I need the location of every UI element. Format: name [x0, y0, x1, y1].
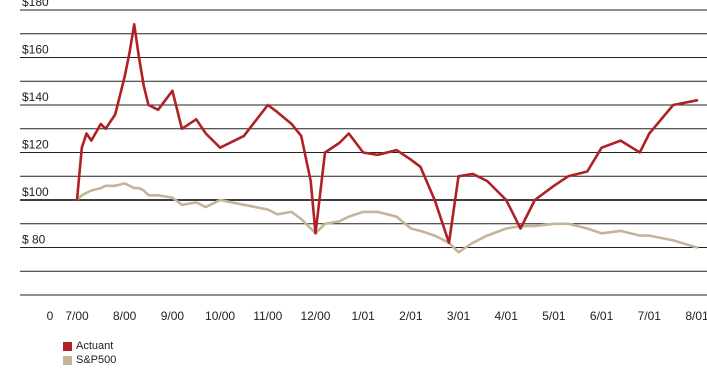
x-tick-label: 12/00: [300, 309, 330, 323]
x-tick-label: 8/01: [685, 309, 707, 323]
x-tick-label: 1/01: [351, 309, 375, 323]
y-tick-label: $160: [22, 43, 49, 57]
stock-performance-chart: $180 $160 $140 $120 $100 $ 80 0 7/00 8/00 9/00 10/…: [20, 0, 707, 323]
x-tick-label: 5/01: [542, 309, 566, 323]
x-tick-label: 3/01: [447, 309, 471, 323]
y-tick-label: $ 80: [22, 233, 46, 247]
legend-item-actuant: Actuant: [63, 339, 116, 353]
y-tick-label: $180: [22, 0, 49, 9]
x-tick-label: 9/00: [161, 309, 185, 323]
y-tick-label: $140: [22, 90, 49, 104]
legend-item-sp500: S&P500: [63, 353, 116, 367]
series-line-sp500: [75, 182, 699, 254]
legend-swatch-sp500: [63, 355, 72, 365]
x-tick-label: 7/01: [638, 309, 662, 323]
y-tick-label: $100: [22, 185, 49, 199]
x-tick-label: 10/00: [205, 309, 235, 323]
x-tick-label: 2/01: [399, 309, 423, 323]
x-tick-label: 11/00: [253, 309, 282, 323]
y-tick-label: $120: [22, 138, 49, 152]
x-tick-label: 4/01: [495, 309, 519, 323]
x-tick-label: 6/01: [590, 309, 614, 323]
x-tick-label: 8/00: [113, 309, 137, 323]
legend: Actuant S&P500: [63, 339, 116, 367]
series-line-actuant: [75, 22, 699, 245]
legend-label-actuant: Actuant: [76, 339, 114, 352]
x-tick-label: 7/00: [65, 309, 89, 323]
legend-swatch-actuant: [63, 341, 72, 351]
legend-label-sp500: S&P500: [76, 353, 117, 366]
x-origin-label: 0: [47, 309, 54, 323]
